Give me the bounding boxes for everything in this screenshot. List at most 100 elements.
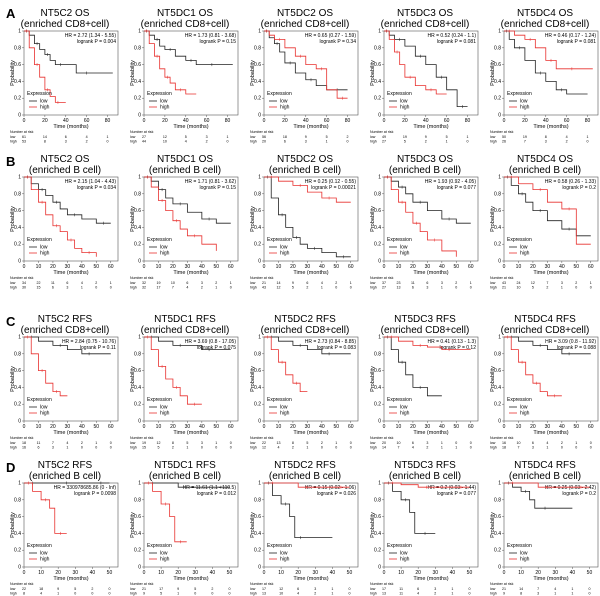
y-tick-label: 0.4 xyxy=(494,79,501,85)
risk-row-low-value: 49 xyxy=(382,135,386,139)
risk-row-high-value: 4 xyxy=(297,592,299,596)
logrank-label: logrank P = 0.075 xyxy=(197,345,236,351)
risk-header: Number at risk xyxy=(250,130,274,134)
risk-row-low-value: 1 xyxy=(575,441,577,445)
risk-row-low-value: 0 xyxy=(348,587,350,591)
legend-label-high: high xyxy=(280,251,290,257)
risk-row-low-value: 8 xyxy=(292,441,294,445)
km-curve-high xyxy=(144,176,217,251)
risk-row-low-value: 56 xyxy=(262,135,266,139)
x-tick-label: 40 xyxy=(199,264,205,270)
km-panel-2-3: NT5DC3 RFS(enriched CD8+cell) HR = 0.41 (… xyxy=(370,314,479,450)
y-tick-label: 0.2 xyxy=(134,242,141,248)
panel-subtitle: (enriched CD8+cell) xyxy=(141,325,230,336)
risk-row-high-value: 5 xyxy=(404,140,406,144)
logrank-label: logrank P = 0.11 xyxy=(80,345,116,351)
risk-row-high-value: 1 xyxy=(306,446,308,450)
risk-row-high-value: 3 xyxy=(66,286,68,290)
x-tick-label: 80 xyxy=(465,118,471,124)
y-tick-label: 0.4 xyxy=(134,225,141,231)
y-tick-label: 0.6 xyxy=(494,514,501,520)
x-tick-label: 20 xyxy=(410,424,416,430)
panel-title: NT5DC3 OS xyxy=(397,154,453,165)
risk-row-low-value: 2 xyxy=(575,281,577,285)
y-tick-label: 0 xyxy=(138,419,141,425)
km-curve-high xyxy=(504,336,562,397)
hr-label: HR = 0.2 (0.03 - 1.44) xyxy=(428,485,477,491)
y-axis-label: Probability xyxy=(250,60,256,86)
x-tick-label: 50 xyxy=(574,264,580,270)
x-tick-label: 40 xyxy=(90,570,96,576)
x-tick-label: 0 xyxy=(23,264,26,270)
x-tick-label: 0 xyxy=(383,424,386,430)
risk-row-low-value: 18 xyxy=(22,441,26,445)
legend-label-low: low xyxy=(400,99,408,105)
logrank-label: logrank P = 0.34 xyxy=(320,39,357,45)
risk-row-high-label: high xyxy=(250,140,257,144)
risk-row-low-value: 0 xyxy=(468,587,470,591)
panel-subtitle: (enriched CD8+cell) xyxy=(501,325,590,336)
y-tick-label: 0.4 xyxy=(494,225,501,231)
plot-frame xyxy=(143,336,239,422)
legend-label-high: high xyxy=(520,105,530,111)
risk-row-high-value: 9 xyxy=(143,592,145,596)
risk-row-low-value: 0 xyxy=(455,441,457,445)
risk-row-low-value: 6 xyxy=(65,135,67,139)
hr-label: HR = 330978685.86 (0 - Inf) xyxy=(54,485,117,491)
y-tick-label: 0.2 xyxy=(374,548,381,554)
risk-row-high-value: 1 xyxy=(81,286,83,290)
risk-row-high-value: 53 xyxy=(22,140,26,144)
risk-row-low-value: 3 xyxy=(201,281,203,285)
hr-label: HR = 0.65 (0.27 - 1.59) xyxy=(305,33,357,39)
x-tick-label: 30 xyxy=(545,264,551,270)
y-tick-label: 0.4 xyxy=(134,531,141,537)
x-axis-label: Time (months) xyxy=(293,430,328,436)
x-tick-label: 10 xyxy=(36,264,42,270)
panel-title: NT5DC2 RFS xyxy=(274,460,336,471)
panel-title: NT5DC4 RFS xyxy=(514,314,576,325)
logrank-label: logrank P = 0.012 xyxy=(197,491,236,497)
risk-row-low-value: 3 xyxy=(426,441,428,445)
y-tick-label: 0.4 xyxy=(14,79,21,85)
x-tick-label: 50 xyxy=(574,424,580,430)
km-curve-high xyxy=(144,30,197,95)
risk-row-high-value: 10 xyxy=(163,140,167,144)
risk-row-low-value: 4 xyxy=(66,441,68,445)
x-tick-label: 0 xyxy=(263,264,266,270)
x-tick-label: 30 xyxy=(185,264,191,270)
legend-title: Expression xyxy=(267,237,292,243)
km-panel-3-2: NT5DC2 RFS(enriched B cell) HR = 0.15 (0.… xyxy=(250,460,359,596)
risk-header: Number at risk xyxy=(490,436,514,440)
risk-row-low-value: 1 xyxy=(467,135,469,139)
y-tick-label: 0.2 xyxy=(494,402,501,408)
risk-row-low-value: 61 xyxy=(22,135,26,139)
risk-row-low-value: 1 xyxy=(571,587,573,591)
risk-row-low-value: 19 xyxy=(523,135,527,139)
risk-row-low-value: 6 xyxy=(297,587,299,591)
risk-row-low-value: 12 xyxy=(279,587,283,591)
risk-row-low-value: 4 xyxy=(321,281,323,285)
hr-label: HR = 2.73 (0.84 - 8.85) xyxy=(305,339,357,345)
plot-frame xyxy=(263,482,359,568)
risk-header: Number at risk xyxy=(370,276,394,280)
x-tick-label: 50 xyxy=(454,424,460,430)
panel-subtitle: (enriched CD8+cell) xyxy=(381,19,470,30)
y-tick-label: 0 xyxy=(138,565,141,571)
y-tick-label: 1 xyxy=(138,29,141,35)
legend-title: Expression xyxy=(27,91,52,97)
x-axis-label: Time (months) xyxy=(533,124,568,130)
risk-row-high-value: 2 xyxy=(292,446,294,450)
logrank-label: logrank P = 0.077 xyxy=(437,491,476,497)
risk-row-low-value: 4 xyxy=(546,441,548,445)
panel-subtitle: (enriched CD8+cell) xyxy=(501,19,590,30)
logrank-label: logrank P = 0.004 xyxy=(77,39,116,45)
x-tick-label: 20 xyxy=(55,570,61,576)
risk-row-high-value: 1 xyxy=(321,286,323,290)
hr-label: HR = 0.52 (0.24 - 1.1) xyxy=(428,33,477,39)
risk-row-low-label: low xyxy=(250,135,256,139)
risk-row-high-value: 1 xyxy=(561,286,563,290)
y-axis-label: Probability xyxy=(130,206,136,232)
y-axis-label: Probability xyxy=(490,512,496,538)
risk-row-low-value: 6 xyxy=(306,281,308,285)
